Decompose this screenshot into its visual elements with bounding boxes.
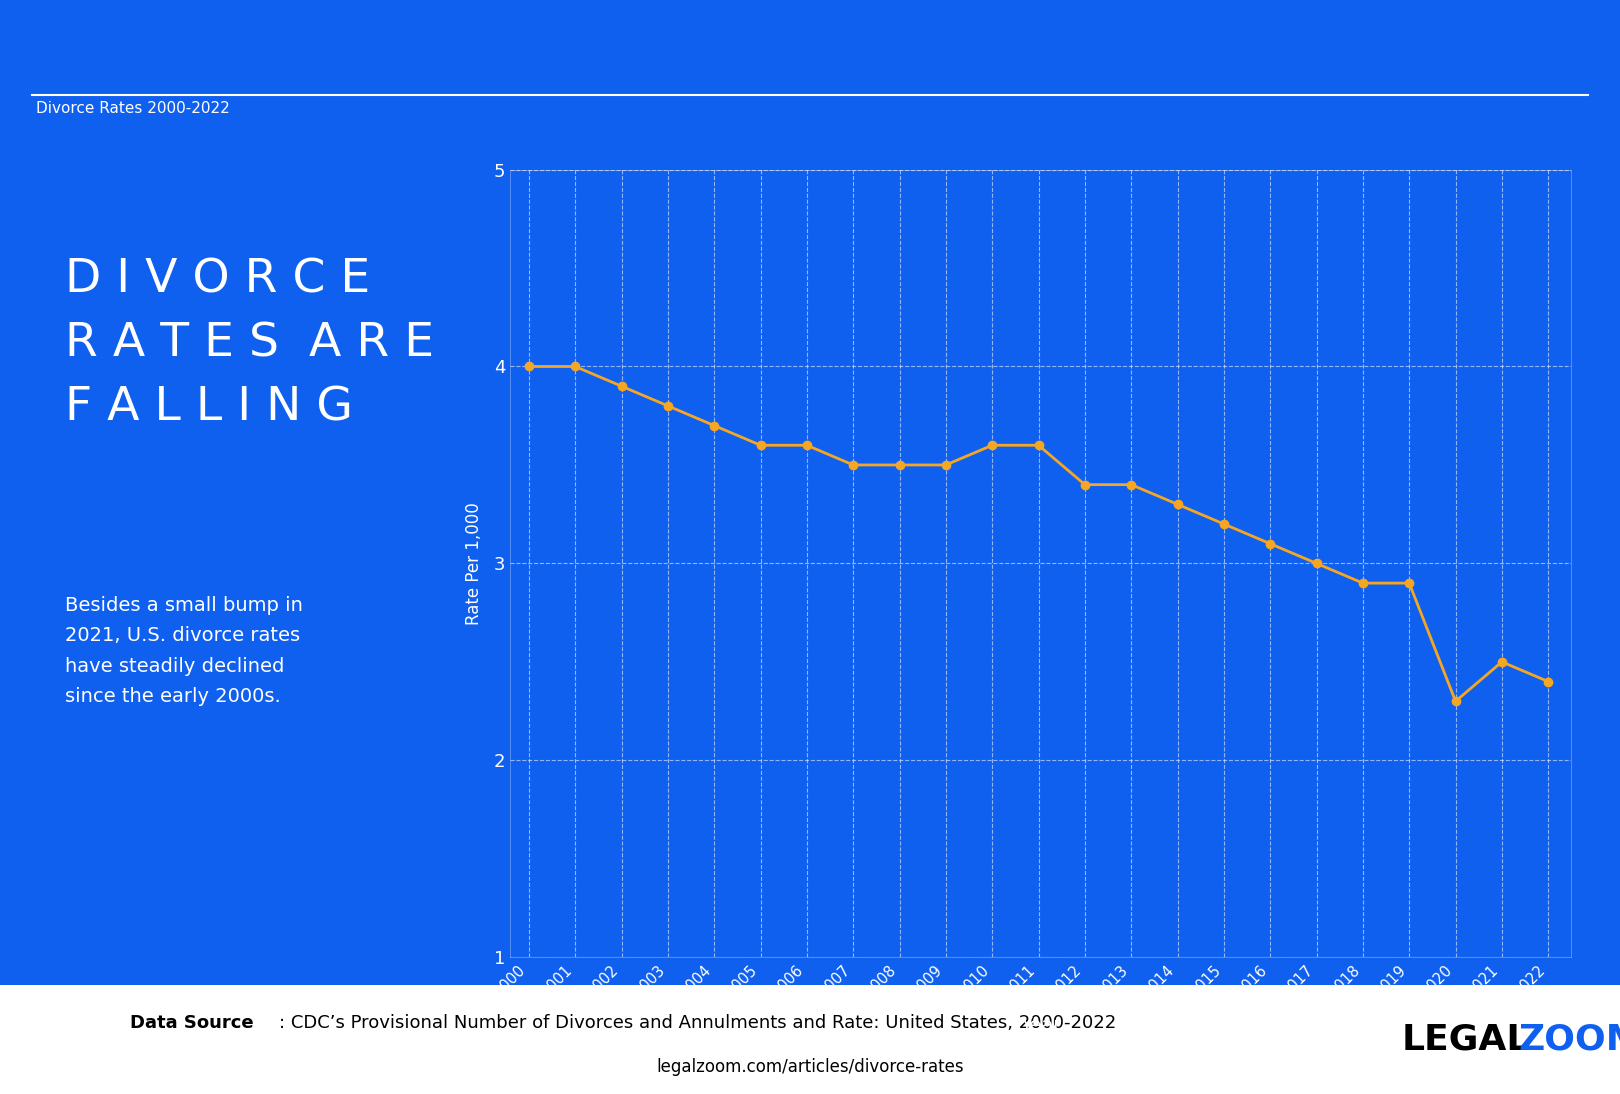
Text: LEGAL: LEGAL (1401, 1022, 1529, 1057)
Text: Data Source: Data Source (130, 1014, 253, 1032)
Text: ZOOM: ZOOM (1518, 1022, 1620, 1057)
Y-axis label: Rate Per 1,000: Rate Per 1,000 (465, 502, 483, 625)
Text: D I V O R C E
R A T E S  A R E
F A L L I N G: D I V O R C E R A T E S A R E F A L L I … (65, 257, 434, 431)
Text: : CDC’s Provisional Number of Divorces and Annulments and Rate: United States, 2: : CDC’s Provisional Number of Divorces a… (279, 1014, 1116, 1032)
Text: Divorce Rates 2000-2022: Divorce Rates 2000-2022 (36, 101, 230, 116)
Text: Besides a small bump in
2021, U.S. divorce rates
have steadily declined
since th: Besides a small bump in 2021, U.S. divor… (65, 596, 303, 706)
X-axis label: Year: Year (1021, 1016, 1061, 1035)
Text: legalzoom.com/articles/divorce-rates: legalzoom.com/articles/divorce-rates (656, 1058, 964, 1075)
